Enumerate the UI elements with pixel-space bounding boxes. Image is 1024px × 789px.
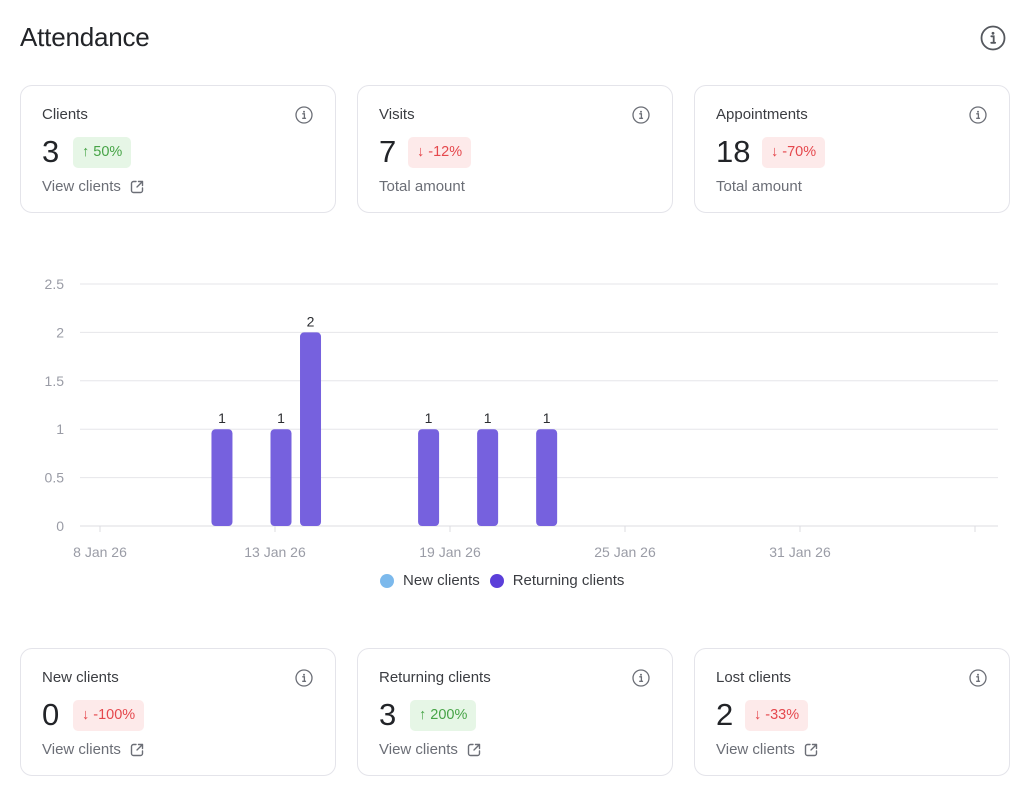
card-value: 18 <box>716 134 751 169</box>
card-footer: Total amount <box>716 178 802 195</box>
returning-clients-card: Returning clients 3 ↑ 200% View clients <box>357 648 673 776</box>
card-value: 3 <box>379 697 397 732</box>
bar-returning-clients[interactable] <box>270 429 292 526</box>
change-badge: ↑ 200% <box>410 700 477 731</box>
bar-returning-clients[interactable] <box>211 429 233 526</box>
info-icon[interactable] <box>969 106 987 124</box>
change-badge: ↓ -100% <box>73 700 145 731</box>
view-clients-link[interactable]: View clients <box>42 178 145 195</box>
new-clients-card: New clients 0 ↓ -100% View clients <box>20 648 336 776</box>
lost-clients-card: Lost clients 2 ↓ -33% View clients <box>694 648 1010 776</box>
card-value: 0 <box>42 697 60 732</box>
bar-data-label: 1 <box>484 410 492 426</box>
card-value: 2 <box>716 697 734 732</box>
visits-card: Visits 7 ↓ -12% Total amount <box>357 85 673 213</box>
info-icon[interactable] <box>295 669 313 687</box>
x-tick-label: 8 Jan 26 <box>73 544 127 560</box>
bar-data-label: 1 <box>425 410 433 426</box>
x-tick-label: 31 Jan 26 <box>769 544 831 560</box>
x-tick-label: 25 Jan 26 <box>594 544 656 560</box>
y-tick-label: 2.5 <box>45 276 65 292</box>
legend-new-clients[interactable]: New clients <box>380 572 480 589</box>
view-clients-label: View clients <box>42 178 121 195</box>
legend-dot-returning-clients <box>489 573 504 588</box>
card-footer: Total amount <box>379 178 465 195</box>
page-title: Attendance <box>20 22 150 52</box>
info-icon[interactable] <box>632 106 650 124</box>
external-link-icon <box>130 180 144 193</box>
view-clients-link[interactable]: View clients <box>42 741 145 758</box>
view-clients-label: View clients <box>42 741 121 758</box>
bar-data-label: 1 <box>277 410 285 426</box>
view-clients-link[interactable]: View clients <box>379 741 482 758</box>
change-badge: ↑ 50% <box>73 137 132 168</box>
legend-dot-new-clients <box>380 573 394 588</box>
card-label: Returning clients <box>379 669 491 686</box>
y-tick-label: 0 <box>56 518 64 534</box>
legend-label: Returning clients <box>512 572 625 589</box>
external-link-icon <box>804 743 818 756</box>
external-link-icon <box>467 743 481 756</box>
bar-returning-clients[interactable] <box>536 429 558 526</box>
bar-data-label: 1 <box>218 410 226 426</box>
info-icon[interactable] <box>980 25 1006 51</box>
bar-data-label: 2 <box>307 313 315 329</box>
bar-data-label: 1 <box>543 410 551 426</box>
y-tick-label: 1 <box>56 421 64 437</box>
info-icon[interactable] <box>632 669 650 687</box>
external-link-icon <box>130 743 144 756</box>
y-tick-label: 2 <box>56 324 64 340</box>
info-icon[interactable] <box>969 669 987 687</box>
y-tick-label: 1.5 <box>45 373 65 389</box>
view-clients-link[interactable]: View clients <box>716 741 819 758</box>
card-value: 7 <box>379 134 397 169</box>
view-clients-label: View clients <box>379 741 458 758</box>
change-badge: ↓ -12% <box>408 137 472 168</box>
x-tick-label: 19 Jan 26 <box>419 544 481 560</box>
attendance-chart: 0 0.5 1 1.5 2 2.5 8 Jan 26 13 Jan 26 19 Jan 26 2… <box>45 276 998 560</box>
y-tick-label: 0.5 <box>45 470 65 486</box>
x-tick-label: 13 Jan 26 <box>244 544 306 560</box>
view-clients-label: View clients <box>716 741 795 758</box>
card-value: 3 <box>42 134 60 169</box>
appointments-card: Appointments 18 ↓ -70% Total amount <box>694 85 1010 213</box>
card-label: Lost clients <box>716 669 792 686</box>
chart-legend: New clients Returning clients <box>380 572 634 589</box>
bar-returning-clients[interactable] <box>300 332 322 526</box>
card-label: Visits <box>379 106 415 123</box>
card-label: New clients <box>42 669 119 686</box>
clients-card: Clients 3 ↑ 50% View clients <box>20 85 336 213</box>
card-label: Appointments <box>716 106 808 123</box>
change-badge: ↓ -33% <box>745 700 809 731</box>
legend-label: New clients <box>403 572 480 589</box>
legend-returning-clients[interactable]: Returning clients <box>489 572 625 589</box>
card-label: Clients <box>42 106 88 123</box>
bar-returning-clients[interactable] <box>477 429 499 526</box>
bar-returning-clients[interactable] <box>418 429 440 526</box>
change-badge: ↓ -70% <box>762 137 826 168</box>
info-icon[interactable] <box>295 106 313 124</box>
